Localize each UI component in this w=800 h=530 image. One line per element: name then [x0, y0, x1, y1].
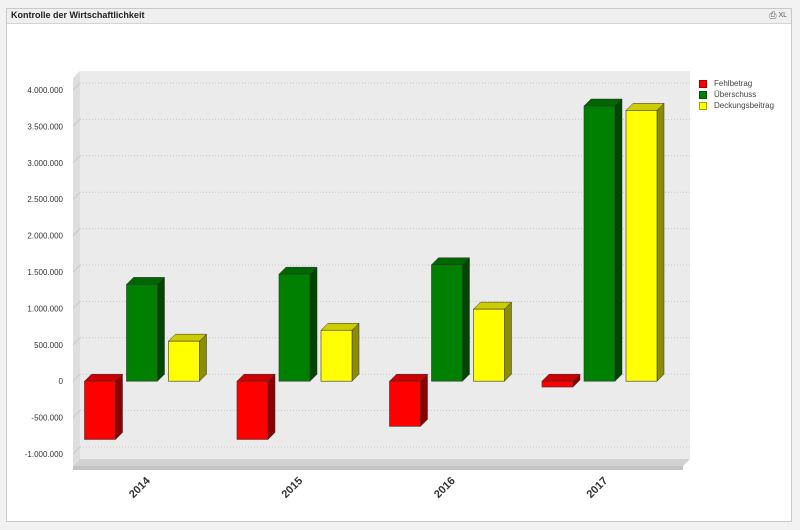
chart-title: Kontrolle der Wirtschaftlichkeit	[11, 10, 145, 20]
bar-top	[388, 373, 429, 382]
bar-fehlbetrag-2016[interactable]	[388, 373, 429, 427]
x-tick-label: 2016	[432, 475, 458, 501]
legend-label: Überschuss	[714, 90, 757, 99]
y-tick-label: 1.500.000	[27, 268, 63, 277]
legend-swatch	[699, 101, 707, 110]
gridline-side	[72, 191, 81, 200]
y-tick-label: 2.000.000	[27, 232, 63, 241]
bar-front	[168, 340, 200, 382]
bar-front	[84, 380, 116, 440]
gridline-side	[72, 301, 81, 309]
bar-top	[625, 103, 665, 111]
bar-front	[583, 105, 616, 382]
gridline-side	[72, 228, 81, 236]
bar-überschuss-2017[interactable]	[583, 98, 623, 382]
bar-überschuss-2014[interactable]	[125, 276, 166, 382]
bar-front	[473, 308, 505, 382]
bar-überschuss-2015[interactable]	[278, 266, 318, 382]
bar-fehlbetrag-2017[interactable]	[541, 373, 581, 388]
bar-fehlbetrag-2014[interactable]	[83, 373, 124, 441]
bar-deckungsbeitrag-2016[interactable]	[472, 301, 513, 382]
bar-top	[125, 277, 166, 285]
bar-front	[625, 110, 658, 382]
bar-deckungsbeitrag-2014[interactable]	[167, 333, 208, 382]
bar-front	[541, 380, 574, 388]
bar-front	[126, 284, 158, 382]
bar-front	[278, 273, 311, 382]
bar-top	[541, 373, 581, 382]
title-icons: ⎙ XL	[769, 10, 787, 20]
bar-side	[420, 373, 428, 427]
bar-top	[430, 257, 471, 265]
x-tick-label: 2015	[279, 475, 305, 501]
plot-floor-edge	[73, 466, 683, 470]
bar-top	[278, 266, 318, 275]
y-tick-label: 3.500.000	[27, 122, 63, 131]
bar-side	[504, 301, 512, 382]
y-tick-label: 2.500.000	[27, 195, 63, 204]
x-tick-label: 2014	[127, 474, 153, 500]
bar-top	[583, 98, 623, 107]
chart-legend: Fehlbetrag Überschuss Deckungsbeitrag	[699, 78, 774, 111]
bar-side	[309, 266, 318, 382]
bar-top	[83, 373, 124, 382]
legend-label: Deckungsbeitrag	[714, 101, 775, 110]
bar-side	[115, 373, 123, 441]
bar-front	[389, 380, 421, 427]
y-tick-label: 1.000.000	[27, 304, 63, 313]
bar-side	[351, 322, 360, 382]
bar-side	[157, 276, 165, 382]
y-tick-label: -500.000	[31, 414, 63, 423]
gridline-side	[72, 337, 81, 346]
legend-swatch	[699, 79, 707, 88]
bar-front	[236, 380, 269, 440]
bar-top	[167, 333, 208, 342]
y-tick-label: 0	[59, 377, 64, 386]
y-tick-label: 3.000.000	[27, 159, 63, 168]
bar-deckungsbeitrag-2017[interactable]	[625, 102, 665, 382]
legend-label: Fehlbetrag	[714, 79, 753, 88]
excel-export-icon[interactable]: XL	[778, 11, 787, 19]
bar-front	[320, 329, 353, 382]
y-tick-label: 4.000.000	[27, 86, 63, 95]
legend-item[interactable]: Überschuss	[699, 89, 774, 100]
print-icon[interactable]: ⎙	[769, 10, 777, 20]
bar-top	[472, 301, 513, 310]
bar-side	[199, 333, 207, 382]
bar-side	[656, 102, 665, 382]
bar-überschuss-2016[interactable]	[430, 257, 471, 382]
bar-deckungsbeitrag-2015[interactable]	[320, 322, 360, 382]
bar-fehlbetrag-2015[interactable]	[236, 373, 276, 441]
bar-side	[462, 257, 470, 382]
title-bar: Kontrolle der Wirtschaftlichkeit ⎙ XL	[7, 9, 791, 24]
x-tick-label: 2017	[584, 475, 610, 501]
gridline-side	[72, 119, 81, 127]
bar-side	[267, 373, 276, 441]
legend-item[interactable]: Fehlbetrag	[699, 78, 774, 89]
gridline-side	[72, 373, 81, 382]
gridline-side	[72, 82, 81, 91]
legend-swatch	[699, 90, 707, 99]
plot-floor	[73, 459, 690, 466]
bar-front	[431, 264, 463, 382]
y-tick-label: 500.000	[34, 341, 63, 350]
bar-top	[236, 373, 276, 382]
gridline-side	[72, 264, 81, 273]
gridline-side	[72, 446, 81, 455]
y-tick-label: -1.000.000	[25, 450, 64, 459]
gridline-side	[72, 155, 81, 164]
bar-side	[614, 98, 623, 382]
gridline-side	[72, 410, 81, 418]
legend-item[interactable]: Deckungsbeitrag	[699, 100, 774, 111]
bar-top	[320, 322, 360, 331]
